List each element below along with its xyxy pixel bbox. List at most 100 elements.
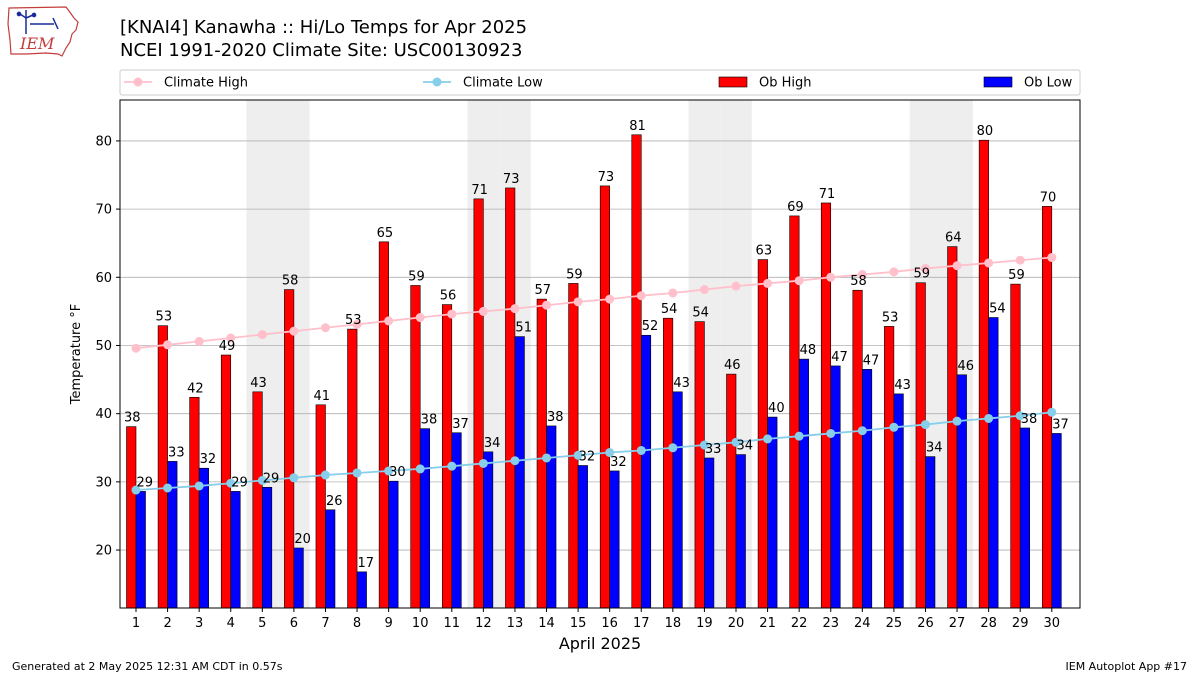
climate-low-point [289, 473, 299, 483]
ob-low-label: 29 [231, 475, 248, 490]
ob-high-label: 65 [377, 226, 394, 241]
ob-low-bar [988, 317, 999, 609]
ob-high-bar [378, 241, 389, 609]
legend-climate-high-marker [133, 77, 143, 87]
x-tick-label: 21 [759, 616, 776, 631]
ob-high-label: 41 [313, 389, 330, 404]
legend-climate-low-label: Climate Low [463, 76, 543, 91]
climate-low-point [763, 434, 773, 444]
ob-high-bar [820, 202, 832, 609]
ob-low-label: 52 [642, 319, 659, 334]
ob-low-label: 38 [421, 413, 438, 428]
x-tick-label: 14 [538, 616, 555, 631]
ob-high-bar [157, 325, 168, 609]
climate-low-point [984, 413, 994, 423]
x-tick-label: 29 [1012, 616, 1029, 631]
legend-ob-low-label: Ob Low [1024, 76, 1073, 91]
ob-low-label: 51 [515, 321, 532, 336]
ob-low-bar [1019, 427, 1031, 609]
climate-high-point [984, 258, 994, 268]
ob-high-bar [599, 185, 610, 609]
ob-low-label: 20 [294, 532, 311, 547]
climate-high-point [920, 263, 930, 273]
climate-low-point [605, 448, 615, 458]
ob-high-label: 57 [535, 283, 552, 298]
climate-high-point [763, 278, 773, 288]
x-tick-label: 25 [886, 616, 903, 631]
ob-high-bar [789, 215, 800, 609]
ob-high-label: 63 [756, 244, 773, 259]
logo-text: IEM [19, 34, 55, 53]
y-tick-label: 20 [95, 544, 112, 559]
climate-low-point [447, 461, 457, 471]
ob-low-bar [419, 428, 431, 609]
climate-high-point [542, 300, 552, 310]
ob-low-bar [325, 509, 336, 609]
ob-high-label: 59 [1008, 268, 1025, 283]
x-tick-label: 18 [665, 616, 682, 631]
ob-low-label: 43 [894, 378, 911, 393]
legend-ob-low-swatch [983, 76, 1013, 88]
ob-low-label: 47 [863, 353, 880, 368]
y-tick-label: 60 [95, 271, 112, 286]
ob-high-bar [631, 134, 642, 609]
ob-low-label: 37 [452, 417, 469, 432]
ob-high-bar [315, 404, 326, 609]
plot-frame [119, 99, 1081, 609]
ob-high-label: 54 [661, 302, 678, 317]
climate-low-point [478, 458, 488, 468]
ob-high-label: 54 [692, 306, 709, 321]
ob-low-label: 26 [326, 494, 343, 509]
climate-low-point [542, 453, 552, 463]
climate-high-point [289, 326, 299, 336]
legend-ob-high-swatch [718, 76, 748, 88]
ob-high-label: 71 [819, 187, 836, 202]
ob-high-label: 43 [250, 376, 267, 391]
ob-low-bar [672, 391, 683, 609]
iem-logo: IEM [7, 6, 79, 57]
ob-low-bar [293, 547, 304, 609]
x-tick-label: 24 [854, 616, 871, 631]
climate-high-point [257, 330, 267, 340]
ob-low-bar [577, 465, 588, 609]
climate-low-point [920, 420, 930, 430]
ob-low-bar [830, 365, 841, 609]
ob-low-bar [609, 470, 620, 609]
ob-low-label: 34 [484, 436, 501, 451]
climate-low-point [731, 437, 741, 447]
ob-low-bar [735, 454, 746, 609]
ob-high-bar [441, 304, 453, 609]
x-tick-label: 2 [163, 616, 171, 631]
legend-ob-high-label: Ob High [759, 76, 812, 91]
x-tick-label: 28 [980, 616, 997, 631]
ob-high-bar [410, 285, 421, 609]
ob-high-label: 59 [913, 267, 930, 282]
climate-high-point [384, 316, 394, 326]
ob-high-label: 58 [282, 274, 299, 289]
y-tick-label: 70 [95, 203, 112, 218]
x-axis-label: April 2025 [559, 634, 641, 653]
ob-low-label: 54 [989, 302, 1006, 317]
ob-high-label: 59 [566, 267, 583, 282]
ob-high-label: 69 [787, 200, 804, 215]
climate-high-point [194, 336, 204, 346]
x-tick-label: 20 [728, 616, 745, 631]
climate-high-point [226, 333, 236, 343]
climate-high-point [510, 304, 520, 314]
chart-title: [KNAI4] Kanawha :: Hi/Lo Temps for Apr 2… [120, 17, 528, 38]
x-tick-label: 10 [412, 616, 429, 631]
climate-low-point [131, 485, 141, 495]
x-tick-label: 9 [384, 616, 392, 631]
climate-high-point [889, 267, 899, 277]
ob-low-label: 29 [136, 475, 153, 490]
x-tick-label: 5 [258, 616, 266, 631]
x-tick-label: 1 [132, 616, 140, 631]
ob-high-bar [663, 317, 674, 609]
ob-high-label: 53 [882, 310, 899, 325]
climate-high-point [857, 270, 867, 280]
ob-low-label: 32 [579, 449, 596, 464]
chart-subtitle: NCEI 1991-2020 Climate Site: USC00130923 [120, 40, 523, 61]
ob-high-bar [284, 289, 295, 609]
ob-high-bar [189, 396, 200, 609]
ob-low-bar [388, 480, 399, 609]
